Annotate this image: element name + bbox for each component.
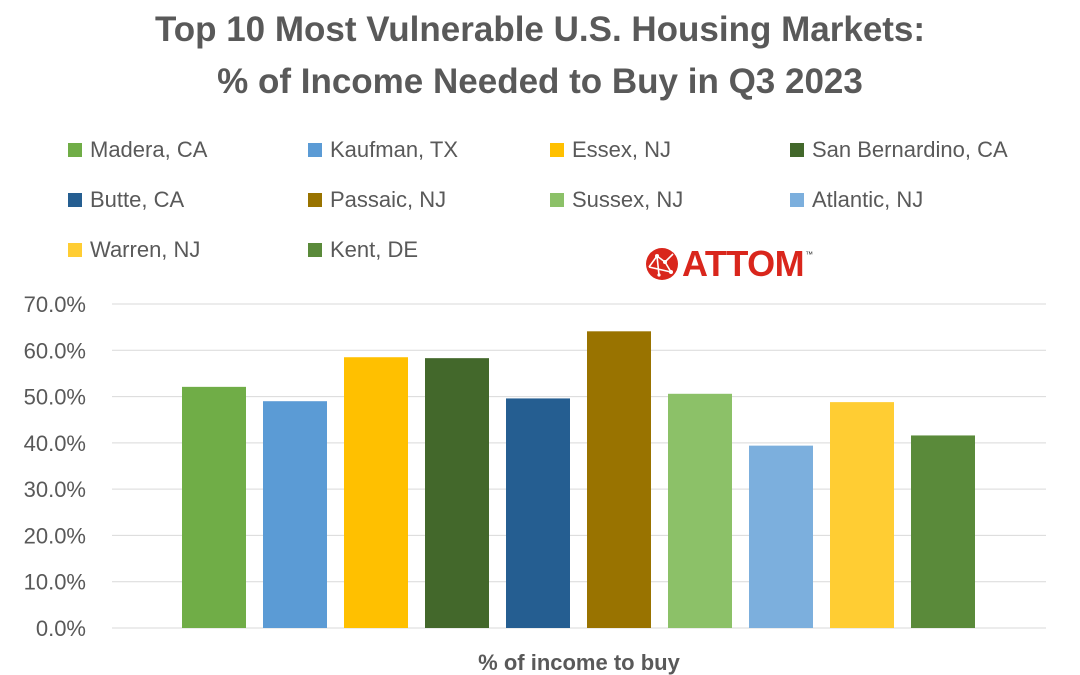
bar <box>749 445 813 628</box>
legend-label: Sussex, NJ <box>572 187 684 212</box>
legend-swatch <box>308 143 322 157</box>
bar <box>830 402 894 628</box>
bar <box>182 386 246 628</box>
attom-logo-tm: ™ <box>805 250 814 259</box>
y-tick-label: 50.0% <box>24 385 86 410</box>
bar <box>668 393 732 628</box>
legend-swatch <box>790 193 804 207</box>
legend-item: Butte, CA <box>68 185 184 215</box>
legend-label: Kent, DE <box>330 237 419 262</box>
legend-swatch <box>308 243 322 257</box>
legend-swatch <box>68 143 82 157</box>
y-tick-label: 0.0% <box>36 616 86 641</box>
chart-title-line-1: Top 10 Most Vulnerable U.S. Housing Mark… <box>154 10 926 49</box>
legend-swatch <box>550 143 564 157</box>
legend-label: San Bernardino, CA <box>812 137 1008 162</box>
y-tick-label: 20.0% <box>24 523 86 548</box>
legend-item: Atlantic, NJ <box>790 185 923 215</box>
legend-label: Passaic, NJ <box>330 187 447 212</box>
legend-item: Kent, DE <box>308 235 418 265</box>
bar <box>911 435 975 628</box>
legend-item: Warren, NJ <box>68 235 200 265</box>
legend-swatch <box>550 193 564 207</box>
x-axis-label: % of income to buy <box>478 650 680 675</box>
chart-title-line-2: % of Income Needed to Buy in Q3 2023 <box>217 62 863 101</box>
legend-item: Kaufman, TX <box>308 135 458 165</box>
bar <box>263 401 327 628</box>
bar <box>506 398 570 628</box>
legend-label: Butte, CA <box>90 187 185 212</box>
legend-label: Atlantic, NJ <box>812 187 924 212</box>
bar <box>344 357 408 628</box>
y-tick-label: 70.0% <box>24 292 86 317</box>
legend-swatch <box>68 243 82 257</box>
legend-label: Madera, CA <box>90 137 208 162</box>
legend-swatch <box>308 193 322 207</box>
y-tick-label: 40.0% <box>24 431 86 456</box>
y-tick-label: 10.0% <box>24 570 86 595</box>
attom-globe-icon <box>646 248 678 280</box>
legend-label: Warren, NJ <box>90 237 201 262</box>
attom-logo: ATTOM ™ <box>645 243 814 284</box>
chart-title: Top 10 Most Vulnerable U.S. Housing Mark… <box>0 4 1080 108</box>
y-tick-label: 30.0% <box>24 477 86 502</box>
legend-swatch <box>68 193 82 207</box>
legend-label: Kaufman, TX <box>330 137 458 162</box>
legend-item: San Bernardino, CA <box>790 135 1008 165</box>
legend-item: Sussex, NJ <box>550 185 683 215</box>
legend-swatch <box>790 143 804 157</box>
legend-item: Essex, NJ <box>550 135 671 165</box>
legend-item: Madera, CA <box>68 135 207 165</box>
bar <box>587 331 651 628</box>
bar <box>425 358 489 628</box>
legend-label: Essex, NJ <box>572 137 672 162</box>
attom-logo-text: ATTOM <box>682 243 805 284</box>
y-tick-label: 60.0% <box>24 338 86 363</box>
legend-item: Passaic, NJ <box>308 185 446 215</box>
